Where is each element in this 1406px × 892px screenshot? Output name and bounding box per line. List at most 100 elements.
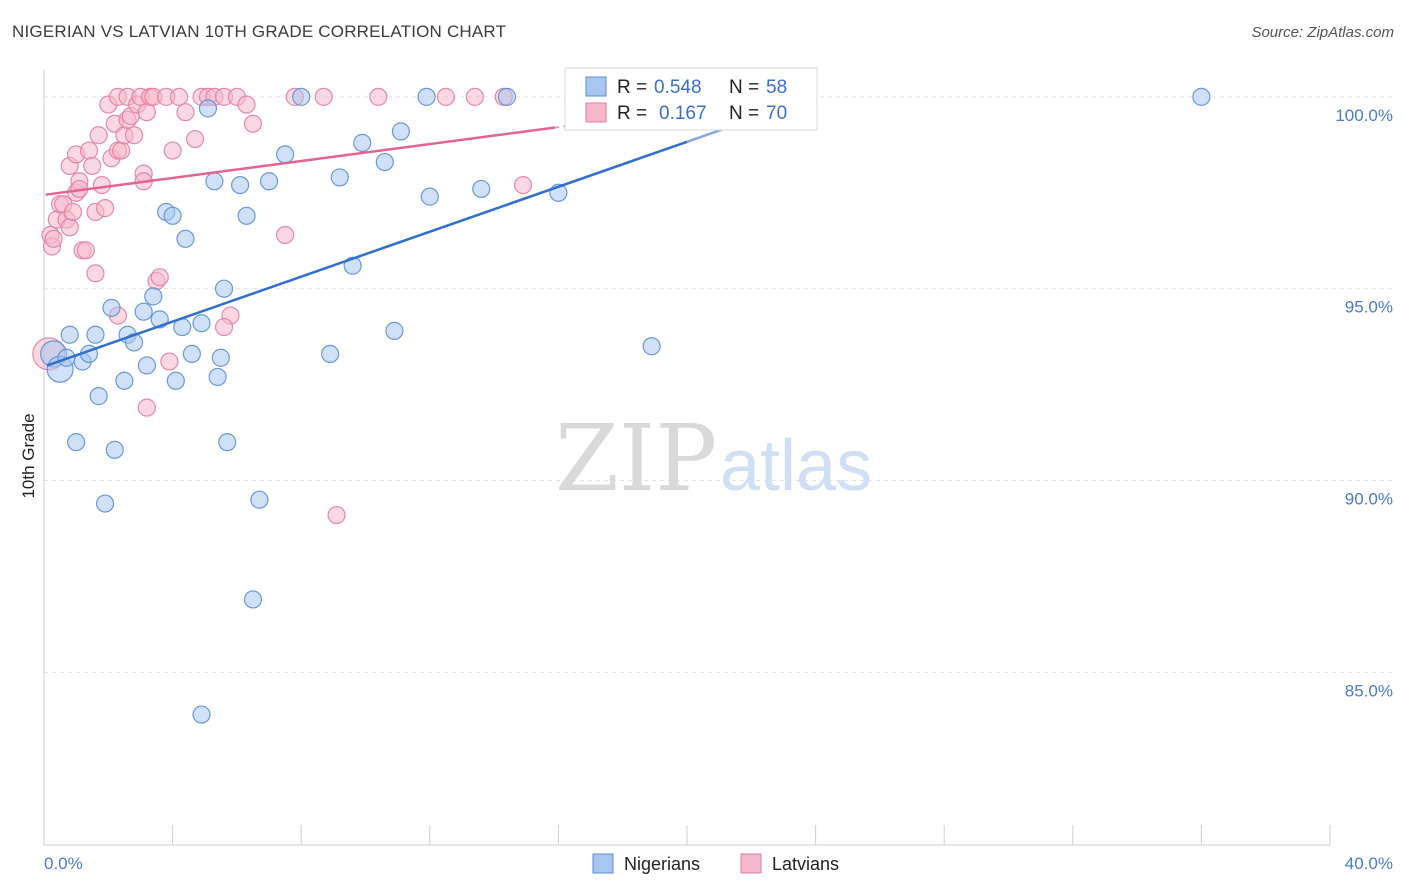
watermark-atlas: atlas	[720, 426, 872, 506]
latvians-point	[137, 103, 156, 122]
axis-layer: 85.0% 90.0% 95.0% 100.0% 0.0% 40.0%	[43, 70, 1393, 873]
latvians-point	[436, 87, 455, 106]
nigerians-trend-line	[46, 140, 688, 367]
legend-n-value-2: 70	[766, 103, 787, 124]
legend-swatch-latvians	[585, 102, 607, 123]
latvians-point	[89, 126, 108, 145]
nigerians-point	[89, 387, 108, 406]
legend-n-label-1: N =	[729, 77, 759, 98]
nigerians-point	[375, 152, 394, 172]
nigerians-point	[497, 87, 517, 106]
legend-swatch-nigerians	[585, 76, 607, 97]
y-axis-title: 10th Grade	[19, 413, 38, 498]
nigerians-point	[259, 172, 279, 191]
nigerians-point	[105, 440, 124, 459]
nigerians-point	[192, 314, 211, 333]
nigerians-point	[67, 433, 86, 452]
nigerians-point	[292, 87, 311, 106]
nigerians-point	[95, 494, 115, 513]
nigerians-point	[205, 172, 224, 191]
nigerians-point	[211, 348, 230, 367]
latvians-point	[112, 141, 131, 160]
nigerians-point	[198, 99, 218, 118]
watermark: ZIP atlas	[555, 405, 872, 512]
series-legend-swatch-latvians	[740, 853, 762, 874]
nigerians-point	[86, 325, 105, 344]
latvians-point	[163, 141, 182, 160]
nigerians-point	[137, 356, 156, 375]
chart-title: NIGERIAN VS LATVIAN 10TH GRADE CORRELATI…	[12, 22, 507, 41]
latvians-point	[237, 95, 256, 114]
latvians-trend-line	[45, 126, 556, 196]
x-tick-label-min: 0.0%	[44, 854, 83, 873]
nigerians-point	[276, 145, 295, 164]
latvians-point	[369, 87, 388, 106]
latvians-point	[465, 87, 484, 106]
stats-legend-box	[564, 67, 818, 131]
nigerians-point	[385, 321, 404, 340]
nigerians-point	[321, 344, 340, 364]
latvians-point	[76, 241, 95, 260]
latvians-point	[214, 317, 234, 337]
series-legend-swatch-nigerians	[592, 853, 614, 874]
series-legend-label-nigerians: Nigerians	[624, 854, 700, 874]
nigerians-point	[250, 490, 269, 509]
nigerians-point	[237, 206, 256, 225]
latvians-point	[124, 126, 144, 145]
nigerians-point	[115, 371, 134, 390]
legend-r-label-1: R =	[617, 77, 647, 98]
nigerians-point	[182, 344, 201, 364]
latvians-point	[137, 398, 156, 417]
latvians-point	[186, 129, 205, 149]
y-tick-label-0: 85.0%	[1345, 681, 1393, 700]
latvians-point	[276, 225, 295, 245]
nigerians-point	[231, 175, 250, 195]
nigerians-point	[218, 433, 237, 452]
watermark-zip: ZIP	[555, 405, 717, 512]
y-tick-label-3: 100.0%	[1335, 106, 1393, 125]
nigerians-point	[330, 168, 349, 187]
y-tick-label-2: 95.0%	[1345, 298, 1393, 317]
latvians-point	[92, 175, 111, 195]
nigerians-point	[60, 325, 79, 344]
latvians-point	[86, 264, 105, 283]
latvians-point	[513, 175, 533, 195]
latvians-point	[83, 156, 102, 176]
nigerians-point	[208, 367, 227, 387]
nigerians-point	[192, 705, 211, 724]
latvians-point	[169, 87, 189, 106]
latvians-point	[314, 87, 333, 106]
nigerians-point	[642, 337, 661, 356]
stats-legend: R = 0.548 N = 58 R = 0.167 N = 70	[564, 67, 818, 131]
latvians-point	[60, 218, 79, 237]
nigerians-point	[166, 371, 185, 390]
nigerians-point	[353, 133, 372, 152]
nigerians-point	[1192, 87, 1211, 106]
nigerians-point	[176, 229, 195, 248]
latvians-point	[63, 202, 83, 222]
nigerians-point	[391, 122, 410, 141]
latvians-point	[160, 352, 179, 371]
legend-r-value-1: 0.548	[654, 77, 702, 98]
nigerians-point	[163, 206, 182, 225]
latvians-point	[176, 103, 195, 122]
legend-n-value-1: 58	[766, 77, 787, 98]
nigerians-point	[102, 298, 121, 317]
legend-r-label-2: R =	[617, 103, 647, 124]
latvians-point	[327, 505, 346, 525]
series-legend-label-latvians: Latvians	[772, 854, 839, 874]
latvians-point	[44, 229, 63, 248]
nigerians-point	[144, 287, 163, 306]
nigerians-point	[243, 590, 263, 609]
source-label: Source: ZipAtlas.com	[1251, 24, 1394, 41]
nigerians-point	[214, 279, 234, 298]
nigerians-point	[472, 179, 491, 199]
y-tick-label-1: 90.0%	[1345, 490, 1393, 509]
nigerians-point	[417, 87, 436, 106]
latvians-point	[95, 199, 115, 218]
legend-r-value-2: 0.167	[659, 103, 707, 124]
nigerians-point	[134, 302, 153, 321]
legend-n-label-2: N =	[729, 103, 759, 124]
series-legend: Nigerians Latvians	[592, 853, 839, 874]
